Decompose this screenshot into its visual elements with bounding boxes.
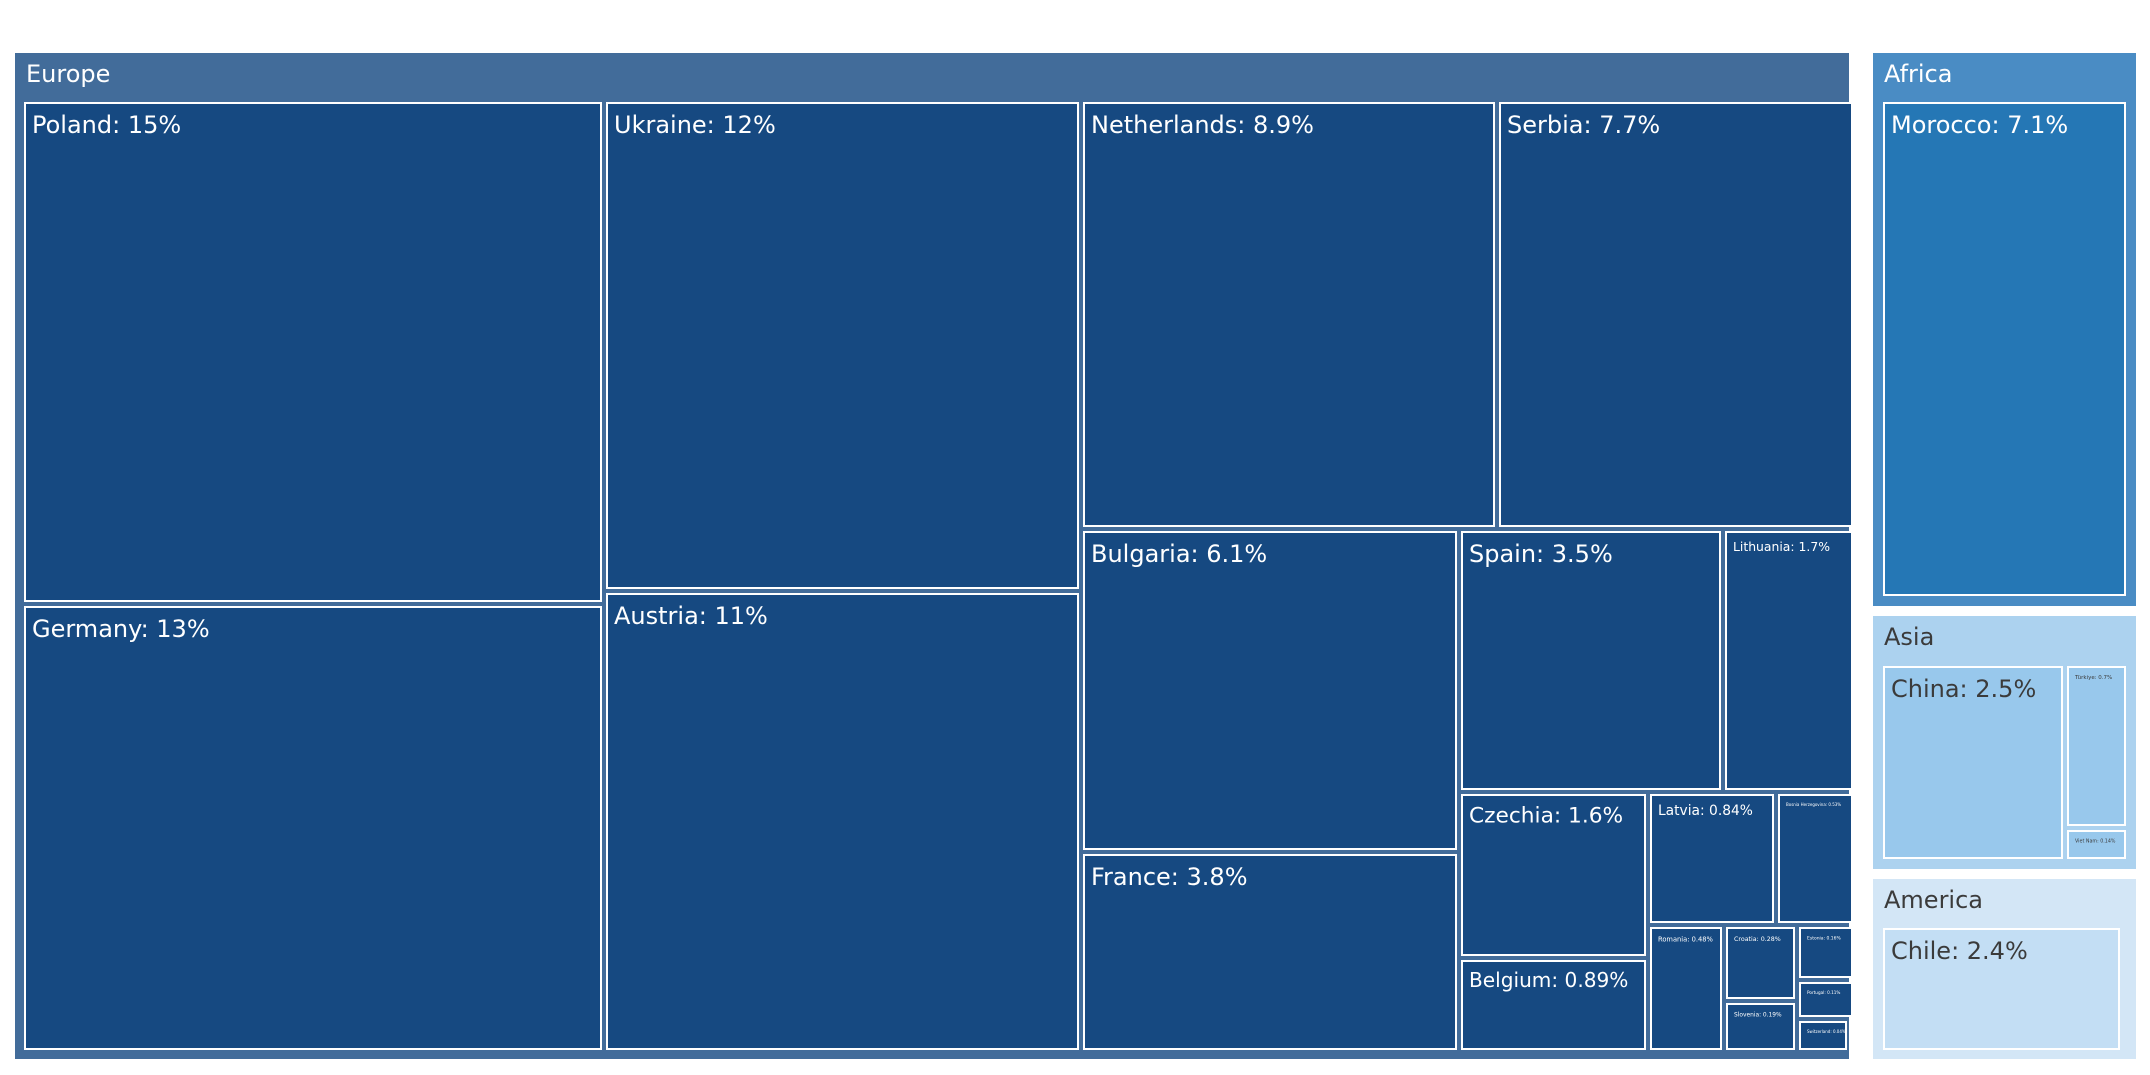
tile-turkiye-label: Türkiye: 0.7% — [2074, 675, 2112, 681]
tile-czechia[interactable] — [1461, 794, 1646, 956]
tile-belgium-label: Belgium: 0.89% — [1469, 968, 1628, 992]
tile-latvia-label: Latvia: 0.84% — [1658, 803, 1753, 819]
tile-estonia[interactable] — [1799, 927, 1853, 978]
tile-poland-label: Poland: 15% — [32, 111, 181, 139]
tile-portugal[interactable] — [1799, 982, 1853, 1017]
tile-lithuania[interactable] — [1725, 531, 1853, 790]
tile-serbia[interactable] — [1499, 102, 1853, 527]
tile-bosnia-herzegovina[interactable] — [1778, 794, 1853, 923]
tile-slovenia-label: Slovenia: 0.19% — [1734, 1013, 1782, 1019]
tile-germany-label: Germany: 13% — [32, 615, 210, 643]
tile-spain-label: Spain: 3.5% — [1469, 540, 1613, 568]
tile-france-label: France: 3.8% — [1091, 863, 1248, 891]
tile-switzerland-label: Switzerland: 0.04% — [1807, 1029, 1846, 1034]
tile-bulgaria-label: Bulgaria: 6.1% — [1091, 540, 1267, 568]
tile-china-label: China: 2.5% — [1891, 675, 2036, 703]
tile-portugal-label: Portugal: 0.11% — [1807, 990, 1840, 995]
tile-france[interactable] — [1083, 854, 1457, 1050]
tile-chile[interactable] — [1883, 928, 2120, 1050]
tile-romania-label: Romania: 0.48% — [1658, 935, 1713, 943]
group-america-label: America — [1884, 886, 1983, 914]
tile-turkiye[interactable] — [2067, 666, 2126, 826]
tile-czechia-label: Czechia: 1.6% — [1469, 804, 1623, 829]
tile-spain[interactable] — [1461, 531, 1721, 790]
tile-romania[interactable] — [1650, 927, 1722, 1050]
group-europe-label: Europe — [26, 60, 110, 88]
tile-lithuania-label: Lithuania: 1.7% — [1733, 539, 1830, 554]
tile-croatia[interactable] — [1726, 927, 1795, 999]
tile-ukraine-label: Ukraine: 12% — [614, 111, 776, 139]
tile-bosnia-herzegovina-label: Bosnia Herzegovina: 0.53% — [1786, 802, 1841, 807]
tile-austria-label: Austria: 11% — [614, 602, 768, 630]
tile-bulgaria[interactable] — [1083, 531, 1457, 850]
tile-belgium[interactable] — [1461, 960, 1646, 1050]
tile-estonia-label: Estonia: 0.16% — [1807, 935, 1842, 941]
tile-germany[interactable] — [24, 606, 602, 1050]
group-asia-label: Asia — [1884, 623, 1934, 651]
group-africa-label: Africa — [1884, 60, 1952, 88]
tile-austria[interactable] — [606, 593, 1079, 1050]
tile-switzerland[interactable] — [1799, 1021, 1847, 1050]
tile-viet-nam-label: Viet Nam: 0.14% — [2075, 839, 2116, 845]
tile-netherlands-label: Netherlands: 8.9% — [1091, 111, 1314, 139]
tile-viet-nam[interactable] — [2067, 830, 2126, 859]
tile-slovenia[interactable] — [1726, 1003, 1795, 1050]
tile-chile-label: Chile: 2.4% — [1891, 937, 2028, 965]
tile-netherlands[interactable] — [1083, 102, 1495, 527]
tile-serbia-label: Serbia: 7.7% — [1507, 111, 1660, 139]
tile-poland[interactable] — [24, 102, 602, 602]
tile-ukraine[interactable] — [606, 102, 1079, 589]
tile-china[interactable] — [1883, 666, 2063, 859]
tile-morocco[interactable] — [1883, 102, 2126, 596]
tile-croatia-label: Croatia: 0.28% — [1734, 936, 1781, 943]
tile-morocco-label: Morocco: 7.1% — [1891, 111, 2068, 139]
tile-latvia[interactable] — [1650, 794, 1774, 923]
